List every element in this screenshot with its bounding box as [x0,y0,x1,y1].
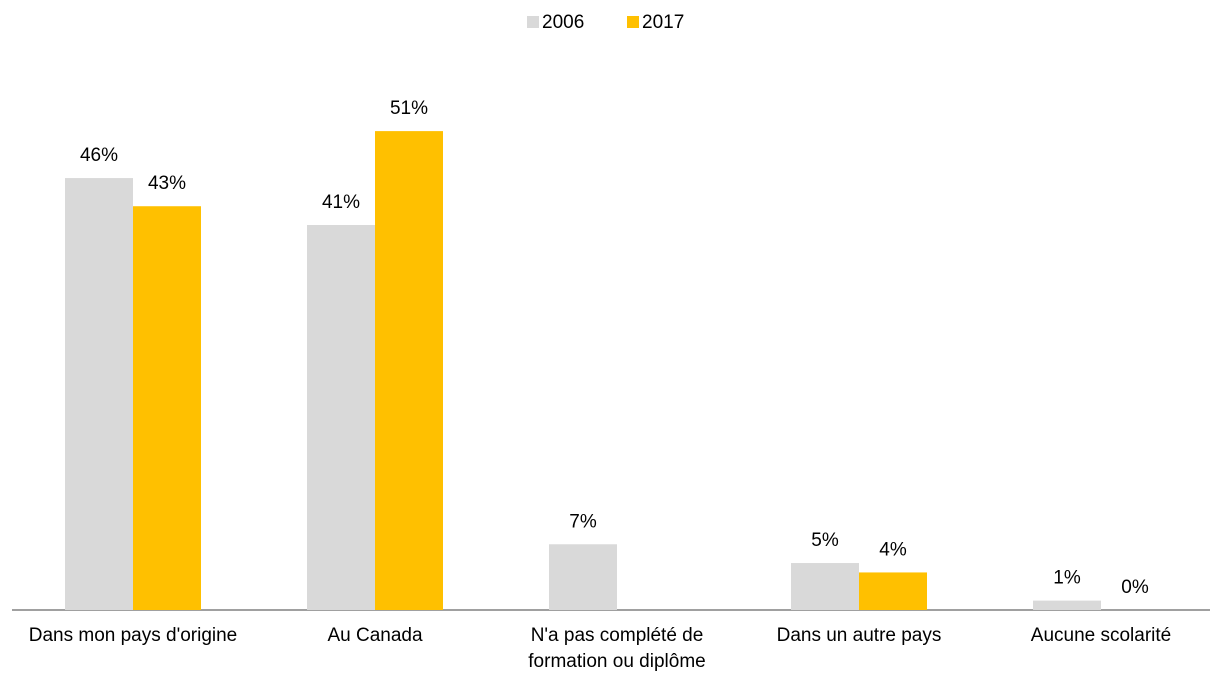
bar [1033,600,1101,610]
data-label: 0% [1121,577,1149,598]
bar [307,225,375,610]
data-label: 51% [390,98,428,119]
data-label: 43% [148,173,186,194]
x-tick-label: N'a pas complété de formation ou diplôme [528,625,706,672]
legend-label: 2017 [642,12,684,33]
bar [549,544,617,610]
data-label: 7% [569,511,597,532]
data-label: 46% [80,145,118,166]
bar [375,131,443,611]
bar [859,572,927,610]
bar [791,563,859,610]
legend-swatch [627,16,639,28]
data-label: 4% [879,539,907,560]
data-label: 5% [811,530,839,551]
data-label: 1% [1053,568,1081,589]
legend-label: 2006 [542,12,584,33]
x-tick-label: Dans un autre pays [776,625,942,646]
bar [133,206,201,611]
x-tick-label: Dans mon pays d'origine [28,625,238,646]
bar [65,178,133,610]
x-tick-label: Au Canada [327,625,423,646]
data-label: 41% [322,192,360,213]
x-tick-label: Aucune scolarité [1030,625,1172,646]
legend-swatch [527,16,539,28]
